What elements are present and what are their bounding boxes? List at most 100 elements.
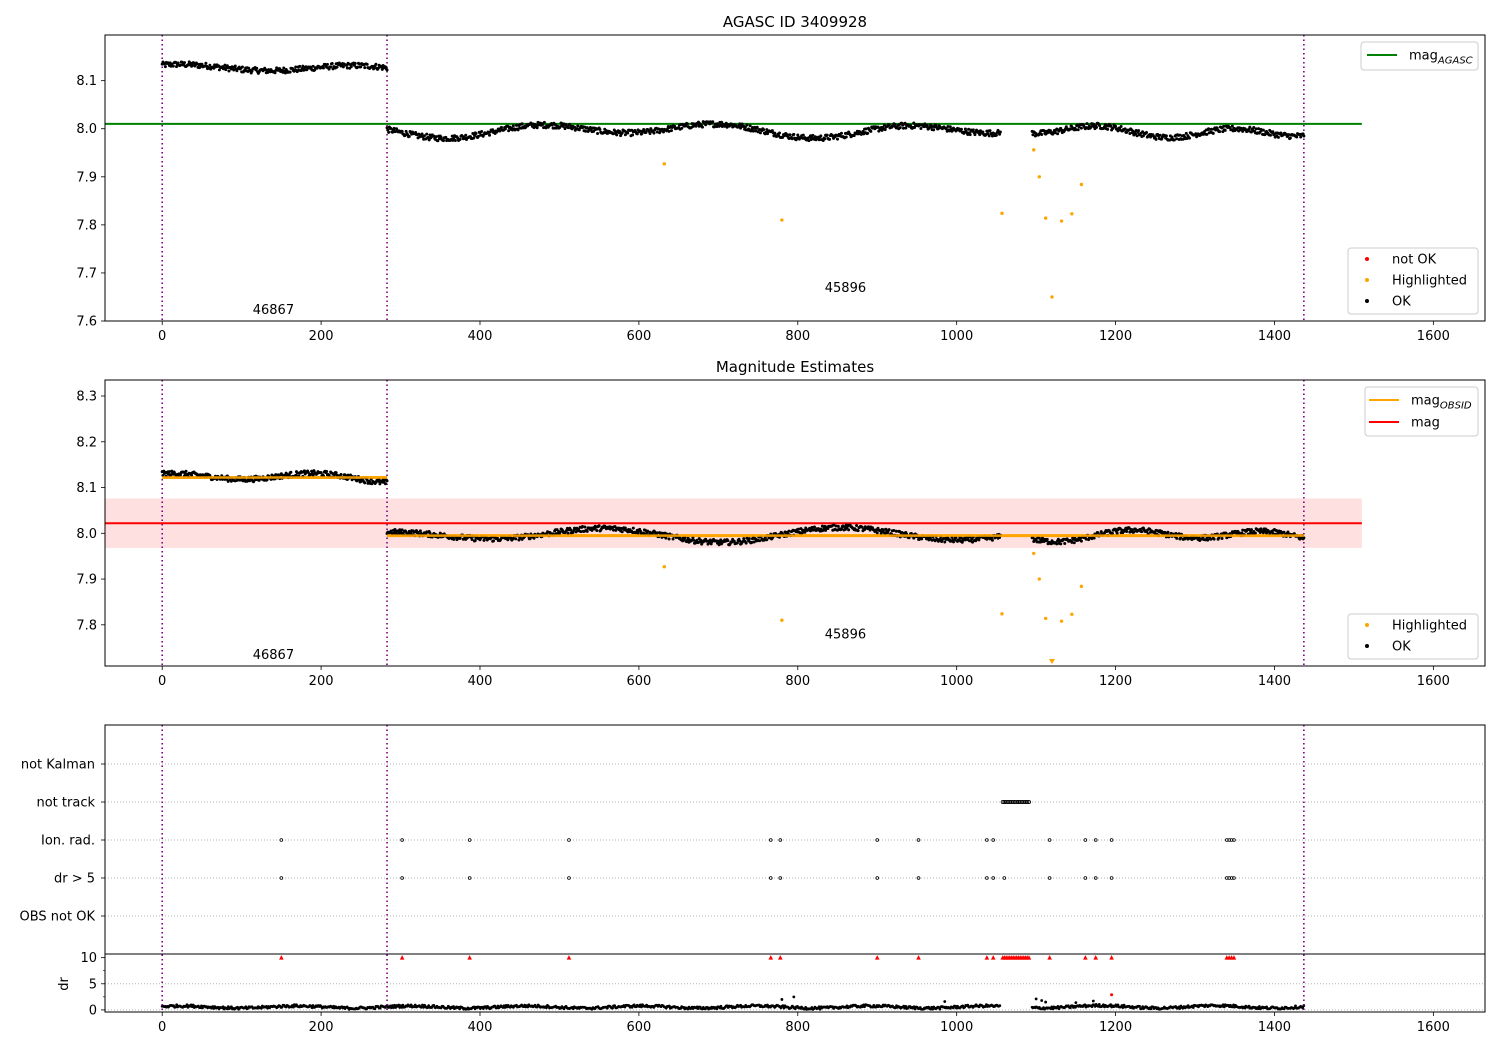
dr-capped-marker [1026,955,1032,960]
ok-point [887,123,891,127]
dr-capped-marker [990,955,996,960]
ok-point [748,124,752,128]
ok-point [566,126,570,130]
dr-point [174,1005,178,1009]
flag-point [916,838,921,842]
ok-point [363,66,367,70]
ok-point [856,529,860,533]
dr-point [1034,997,1038,1001]
x-tick-label: 1400 [1258,674,1291,689]
ok-point [1175,536,1179,540]
ok-point [1132,530,1136,534]
ok-point [655,531,659,535]
legend-point-swatch [1365,623,1369,627]
ok-point [386,128,390,132]
ok-point [515,123,519,127]
y-tick-label: 8.3 [76,390,97,405]
x-tick-label: 1600 [1417,329,1450,344]
ok-point [1055,542,1059,546]
dr-point [1178,1007,1182,1010]
dr-capped-marker [467,955,472,960]
ok-point [325,62,329,66]
ok-point [223,63,227,67]
ok-point [912,536,916,540]
flag-point [1109,876,1114,880]
dr-capped-marker [984,955,990,960]
flag-point [1026,800,1031,805]
ok-point [520,122,524,126]
ok-point [247,66,251,70]
ok-point [836,137,840,141]
flag-point [1224,876,1229,880]
flag-point [400,876,404,880]
x-tick-label: 1600 [1417,1020,1450,1035]
ok-point [631,133,635,137]
ok-point [652,131,656,135]
ok-point [631,526,635,530]
dr-point [998,1004,1002,1008]
x-tick-label: 0 [158,329,166,344]
ok-point [255,66,259,70]
ok-point [866,131,870,135]
ok-point [739,126,743,130]
dr-capped-marker [874,955,880,960]
plot-frame [104,379,1486,667]
flag-point [1232,838,1236,842]
ok-point [1128,132,1132,136]
ok-point [1072,541,1076,545]
ok-point [1153,135,1157,139]
ok-point [987,134,991,138]
magnitude-estimates-panel: Magnitude Estimates 46867 45896 0 200 400 600 8… [76,358,1486,689]
ok-point [452,537,456,541]
ok-point [869,129,873,133]
ok-point [803,530,807,534]
ok-point [391,130,395,134]
ok-point [584,129,588,133]
ok-point [620,530,624,534]
ok-point [1084,537,1088,541]
ok-point [938,537,942,541]
ok-point [1166,530,1170,534]
dr-point [605,1006,609,1010]
ok-point [585,529,589,533]
ok-point [1048,129,1052,133]
ok-point [407,134,411,138]
dr-point [902,1004,906,1008]
ok-point [1137,129,1141,133]
ok-point [1275,529,1279,533]
ok-point [334,471,338,475]
ok-point [691,536,695,540]
ok-point [319,471,323,475]
ok-point [1268,133,1272,137]
ok-point [541,123,545,127]
dr-capped-marker [566,955,572,960]
ok-point [298,64,302,68]
dr-point [1097,1003,1101,1006]
ok-point [843,525,847,529]
ok-point [685,122,689,126]
ok-point [1206,538,1210,542]
ok-point [1288,136,1292,140]
ok-point [434,135,438,139]
y-tick-label: 7.6 [76,315,97,330]
ok-point [817,138,821,142]
ok-point [943,540,947,544]
highlighted-point [1059,219,1064,223]
ok-point [719,538,723,542]
ok-point [427,138,431,142]
x-tick-label: 1200 [1099,1020,1132,1035]
ok-point [470,538,474,542]
dr-point [1221,1003,1225,1007]
ok-point [349,65,353,69]
dr-tick-label: 5 [89,977,97,992]
x-tick-label: 1200 [1099,674,1132,689]
flags-panel: not Kalman not track Ion. rad. dr > 5 OBS no… [20,724,1486,1035]
ok-point [973,133,977,137]
ok-point [832,523,836,527]
ok-point [738,539,742,543]
dr-tick-label: 0 [89,1003,97,1018]
flag-point [1224,838,1229,842]
ok-point [1286,530,1290,534]
ok-point [387,130,391,134]
highlighted-point [1037,577,1042,581]
